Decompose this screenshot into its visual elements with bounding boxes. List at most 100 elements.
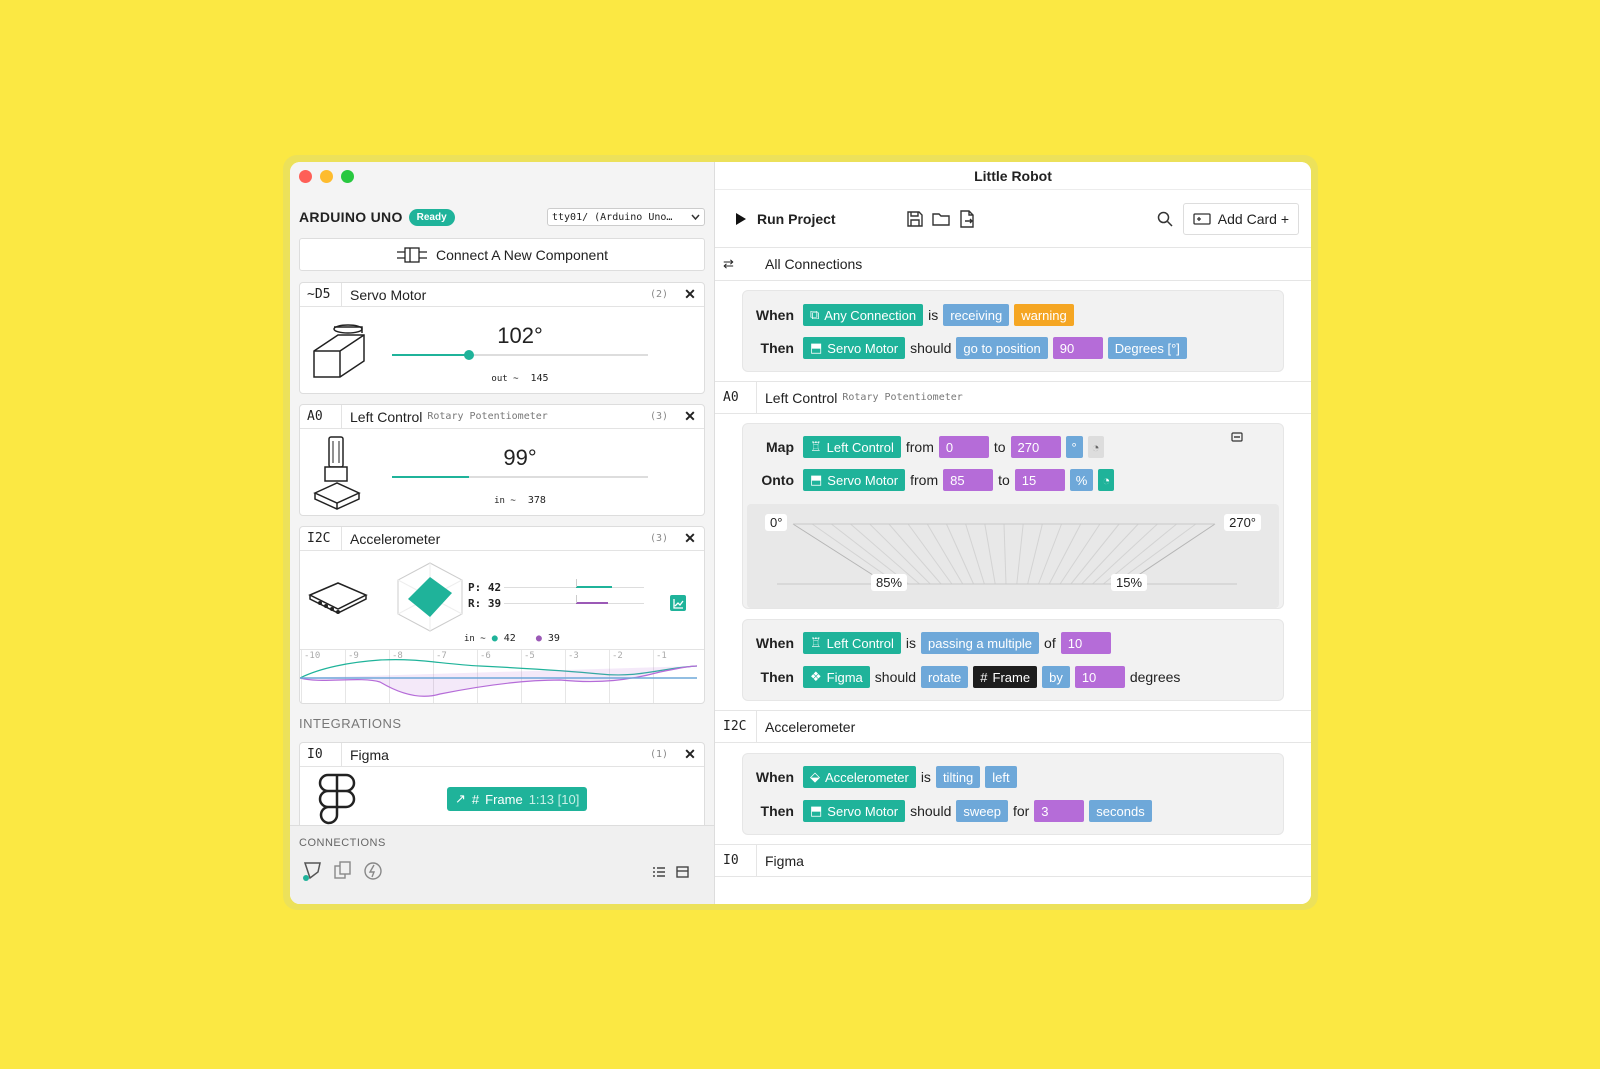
state-chip[interactable]: passing a multiple bbox=[920, 632, 1040, 654]
keyword-of: of bbox=[1044, 635, 1056, 651]
component-card-potentiometer[interactable]: A0 Left Control Rotary Potentiometer (3)… bbox=[299, 404, 705, 516]
search-icon[interactable] bbox=[1157, 211, 1173, 227]
card-header: I0 Figma (1) ✕ bbox=[300, 743, 704, 767]
mapping-line bbox=[1092, 523, 1158, 585]
rule-card-any-connection[interactable]: When ⧉ Any Connection is receiving warnin… bbox=[742, 290, 1284, 372]
copy-icon[interactable] bbox=[332, 860, 354, 882]
component-card-accelerometer[interactable]: I2C Accelerometer (3) ✕ P: 42 R: 39 bbox=[299, 526, 705, 704]
device-chip[interactable]: ⬙ Accelerometer bbox=[803, 766, 916, 788]
rule-card-map[interactable]: Map ♖ Left Control from 0 to 270 ° ◔ Onto… bbox=[742, 423, 1284, 609]
mapping-line bbox=[850, 523, 920, 585]
keyword-is: is bbox=[928, 307, 939, 323]
lightning-icon[interactable] bbox=[362, 860, 384, 882]
device-chip[interactable]: ⧉ Any Connection bbox=[803, 304, 924, 326]
open-folder-icon[interactable] bbox=[931, 210, 950, 228]
save-icon[interactable] bbox=[906, 210, 924, 228]
pitch-meter-fill bbox=[576, 586, 612, 588]
mapping-line bbox=[926, 523, 964, 585]
pitch-dot: ● bbox=[491, 633, 498, 644]
graph-tick-label: -7 bbox=[436, 651, 447, 661]
action-chip[interactable]: rotate bbox=[921, 666, 969, 688]
group-pin: A0 bbox=[715, 382, 757, 413]
mapping-line bbox=[869, 523, 931, 585]
by-chip[interactable]: by bbox=[1042, 666, 1070, 688]
unit-chip[interactable]: Degrees [°] bbox=[1107, 337, 1187, 359]
servo-slider-knob[interactable] bbox=[463, 350, 474, 360]
graph-tick-label: -10 bbox=[304, 651, 321, 661]
pin-label: I0 bbox=[300, 743, 342, 766]
servo-slider[interactable] bbox=[392, 350, 648, 360]
group-name: Figma bbox=[765, 852, 804, 869]
port-select[interactable]: tty01/ (Arduino Uno… bbox=[547, 208, 705, 226]
close-icon[interactable]: ✕ bbox=[684, 286, 696, 302]
export-icon[interactable] bbox=[958, 209, 976, 228]
close-icon[interactable]: ✕ bbox=[684, 746, 696, 762]
gauge-icon[interactable]: ◔ bbox=[1098, 469, 1115, 491]
group-all-connections[interactable]: ⇄ All Connections bbox=[715, 248, 1311, 281]
action-chip[interactable]: sweep bbox=[956, 800, 1008, 822]
figma-frame-chip[interactable]: ↗ # Frame 1:13 [10] bbox=[447, 787, 588, 811]
graph-gridline bbox=[609, 650, 610, 703]
list-view-icon[interactable] bbox=[652, 866, 666, 878]
chart-toggle-button[interactable] bbox=[670, 595, 686, 611]
components-panel: ARDUINO UNO Ready tty01/ (Arduino Uno… C… bbox=[290, 162, 715, 904]
connections-view-icon[interactable] bbox=[302, 860, 324, 882]
unit-chip[interactable]: ° bbox=[1065, 436, 1083, 458]
mapping-line bbox=[1027, 523, 1043, 585]
collapse-icon[interactable] bbox=[1231, 432, 1243, 442]
close-window-button[interactable] bbox=[299, 170, 312, 183]
state-chip[interactable]: receiving bbox=[943, 304, 1010, 326]
unit-chip[interactable]: seconds bbox=[1089, 800, 1152, 822]
roll-meter bbox=[504, 595, 644, 604]
to-value-chip[interactable]: 270 bbox=[1010, 436, 1061, 458]
range-start-label: 0° bbox=[765, 514, 788, 531]
target-chip[interactable]: ⬒ Servo Motor bbox=[803, 800, 906, 822]
onto-to-chip[interactable]: 15 bbox=[1014, 469, 1065, 491]
integration-card-figma[interactable]: I0 Figma (1) ✕ ↗ # Frame 1:13 [10] bbox=[299, 742, 705, 832]
device-chip[interactable]: ♖ Left Control bbox=[803, 632, 901, 654]
rule-card-figma-rotate[interactable]: When ♖ Left Control is passing a multiple… bbox=[742, 619, 1284, 701]
amount-chip[interactable]: 10 bbox=[1074, 666, 1125, 688]
group-figma[interactable]: I0 Figma bbox=[715, 844, 1311, 877]
onto-start-label: 85% bbox=[871, 574, 908, 591]
group-left-control[interactable]: A0 Left Control Rotary Potentiometer bbox=[715, 381, 1311, 414]
target-chip[interactable]: ⬒ Servo Motor bbox=[803, 337, 906, 359]
target-chip[interactable]: ❖ Figma bbox=[803, 666, 870, 688]
zoom-window-button[interactable] bbox=[341, 170, 354, 183]
line-chart-icon bbox=[672, 598, 684, 609]
component-card-servo[interactable]: ~D5 Servo Motor (2) ✕ 102° out ~ 145 bbox=[299, 282, 705, 394]
rule-when-line: When ⧉ Any Connection is receiving warnin… bbox=[754, 304, 1074, 326]
group-accelerometer[interactable]: I2C Accelerometer bbox=[715, 710, 1311, 743]
keyword-to: to bbox=[998, 472, 1010, 488]
keyword-is: is bbox=[920, 769, 931, 785]
device-chip[interactable]: ♖ Left Control bbox=[803, 436, 901, 458]
connect-component-button[interactable]: Connect A New Component bbox=[299, 238, 705, 271]
board-name: ARDUINO UNO bbox=[299, 209, 403, 225]
onto-from-chip[interactable]: 85 bbox=[943, 469, 994, 491]
action-chip[interactable]: go to position bbox=[956, 337, 1048, 359]
run-project-button[interactable]: Run Project bbox=[735, 211, 836, 227]
io-label: in ~ bbox=[464, 634, 486, 644]
gauge-icon[interactable]: ◔ bbox=[1087, 436, 1104, 458]
mapping-line bbox=[1081, 523, 1139, 585]
panel-view-icon[interactable] bbox=[676, 866, 689, 878]
value-chip[interactable]: 10 bbox=[1060, 632, 1111, 654]
amount-chip[interactable]: 3 bbox=[1034, 800, 1085, 822]
add-card-button[interactable]: Add Card + bbox=[1182, 202, 1299, 235]
connection-count: (3) bbox=[649, 533, 668, 544]
rule-card-accelerometer[interactable]: When ⬙ Accelerometer is tilting left Then… bbox=[742, 753, 1284, 835]
from-value-chip[interactable]: 0 bbox=[938, 436, 989, 458]
value-chip[interactable]: warning bbox=[1014, 304, 1074, 326]
unit-chip[interactable]: % bbox=[1069, 469, 1094, 491]
hash-icon: # bbox=[471, 791, 480, 807]
frame-chip[interactable]: # Frame bbox=[973, 666, 1038, 688]
target-chip[interactable]: ⬒ Servo Motor bbox=[803, 469, 906, 491]
minimize-window-button[interactable] bbox=[320, 170, 333, 183]
close-icon[interactable]: ✕ bbox=[684, 408, 696, 424]
direction-chip[interactable]: left bbox=[985, 766, 1017, 788]
rule-when-line: When ♖ Left Control is passing a multiple… bbox=[754, 632, 1111, 654]
amount-chip[interactable]: 90 bbox=[1052, 337, 1103, 359]
close-icon[interactable]: ✕ bbox=[684, 530, 696, 546]
state-chip[interactable]: tilting bbox=[935, 766, 981, 788]
mapping-line bbox=[888, 523, 942, 585]
